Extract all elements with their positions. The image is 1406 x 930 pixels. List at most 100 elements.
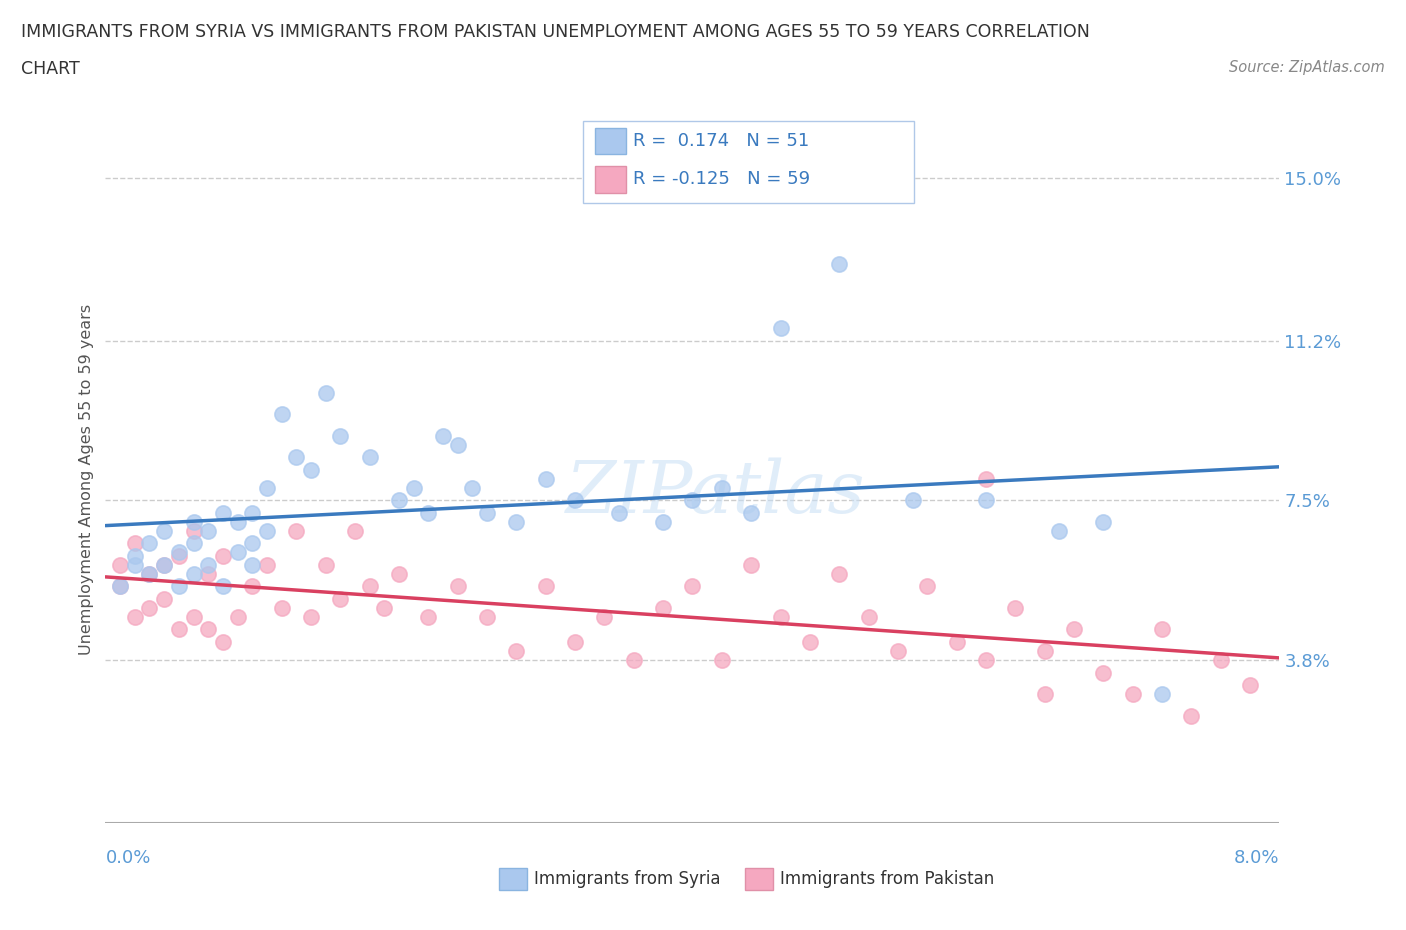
Point <box>153 592 176 607</box>
Point <box>858 609 880 624</box>
Point <box>299 463 322 478</box>
Point <box>1092 514 1115 529</box>
Point <box>167 579 190 594</box>
Point <box>1150 622 1173 637</box>
Point <box>240 558 263 573</box>
Point <box>124 609 146 624</box>
Point <box>505 644 527 658</box>
Point <box>418 506 440 521</box>
Point <box>418 609 440 624</box>
Text: Immigrants from Syria: Immigrants from Syria <box>534 870 721 888</box>
Point <box>623 652 645 667</box>
Point <box>108 558 131 573</box>
Point <box>197 558 219 573</box>
Point <box>974 472 997 486</box>
Point <box>1047 523 1070 538</box>
Point <box>1122 686 1144 701</box>
Point <box>534 579 557 594</box>
Point <box>887 644 910 658</box>
Point <box>917 579 939 594</box>
Point <box>197 523 219 538</box>
Point <box>270 407 292 422</box>
Point <box>475 506 498 521</box>
Point <box>285 450 308 465</box>
Point <box>343 523 366 538</box>
Point <box>183 566 205 581</box>
Point <box>564 635 586 650</box>
Point <box>315 386 337 401</box>
Point <box>240 506 263 521</box>
Point <box>167 545 190 560</box>
Point <box>432 429 454 444</box>
Point <box>475 609 498 624</box>
Point <box>769 321 792 336</box>
Point <box>226 545 249 560</box>
Point <box>359 450 381 465</box>
Point <box>828 257 851 272</box>
Point <box>593 609 616 624</box>
Point <box>183 523 205 538</box>
Point <box>285 523 308 538</box>
Point <box>153 523 176 538</box>
Point <box>799 635 821 650</box>
Text: 0.0%: 0.0% <box>105 849 150 868</box>
Point <box>945 635 967 650</box>
Text: Immigrants from Pakistan: Immigrants from Pakistan <box>780 870 994 888</box>
Point <box>183 609 205 624</box>
Point <box>769 609 792 624</box>
Point <box>505 514 527 529</box>
Point <box>652 601 675 616</box>
Point <box>124 558 146 573</box>
Point <box>138 601 160 616</box>
Point <box>1092 665 1115 680</box>
Point <box>388 566 411 581</box>
Point <box>1239 678 1261 693</box>
Text: ZIPatlas: ZIPatlas <box>567 458 866 528</box>
Text: R =  0.174   N = 51: R = 0.174 N = 51 <box>633 132 808 151</box>
Point <box>447 437 470 452</box>
Point <box>211 506 233 521</box>
Point <box>108 579 131 594</box>
Point <box>1180 708 1202 723</box>
Point <box>124 549 146 564</box>
Point <box>211 549 233 564</box>
Text: IMMIGRANTS FROM SYRIA VS IMMIGRANTS FROM PAKISTAN UNEMPLOYMENT AMONG AGES 55 TO : IMMIGRANTS FROM SYRIA VS IMMIGRANTS FROM… <box>21 23 1090 41</box>
Point <box>315 558 337 573</box>
Point <box>974 493 997 508</box>
Text: CHART: CHART <box>21 60 80 78</box>
Point <box>1209 652 1232 667</box>
Point <box>240 579 263 594</box>
Point <box>197 622 219 637</box>
Point <box>183 536 205 551</box>
Point <box>682 493 704 508</box>
Point <box>740 558 762 573</box>
Point <box>183 514 205 529</box>
Point <box>108 579 131 594</box>
Point <box>240 536 263 551</box>
Text: Source: ZipAtlas.com: Source: ZipAtlas.com <box>1229 60 1385 75</box>
Point <box>447 579 470 594</box>
Point <box>124 536 146 551</box>
Point <box>710 480 733 495</box>
Point <box>256 558 278 573</box>
Point <box>710 652 733 667</box>
Point <box>1150 686 1173 701</box>
Point <box>329 429 352 444</box>
Point <box>138 566 160 581</box>
Point <box>534 472 557 486</box>
Point <box>167 549 190 564</box>
Point <box>256 480 278 495</box>
Point <box>211 579 233 594</box>
Point <box>1004 601 1026 616</box>
Point <box>359 579 381 594</box>
Y-axis label: Unemployment Among Ages 55 to 59 years: Unemployment Among Ages 55 to 59 years <box>79 303 94 655</box>
Point <box>828 566 851 581</box>
Point <box>652 514 675 529</box>
Text: 8.0%: 8.0% <box>1234 849 1279 868</box>
Point <box>607 506 630 521</box>
Point <box>402 480 425 495</box>
Point <box>974 652 997 667</box>
Point <box>388 493 411 508</box>
Point <box>256 523 278 538</box>
Point <box>226 609 249 624</box>
